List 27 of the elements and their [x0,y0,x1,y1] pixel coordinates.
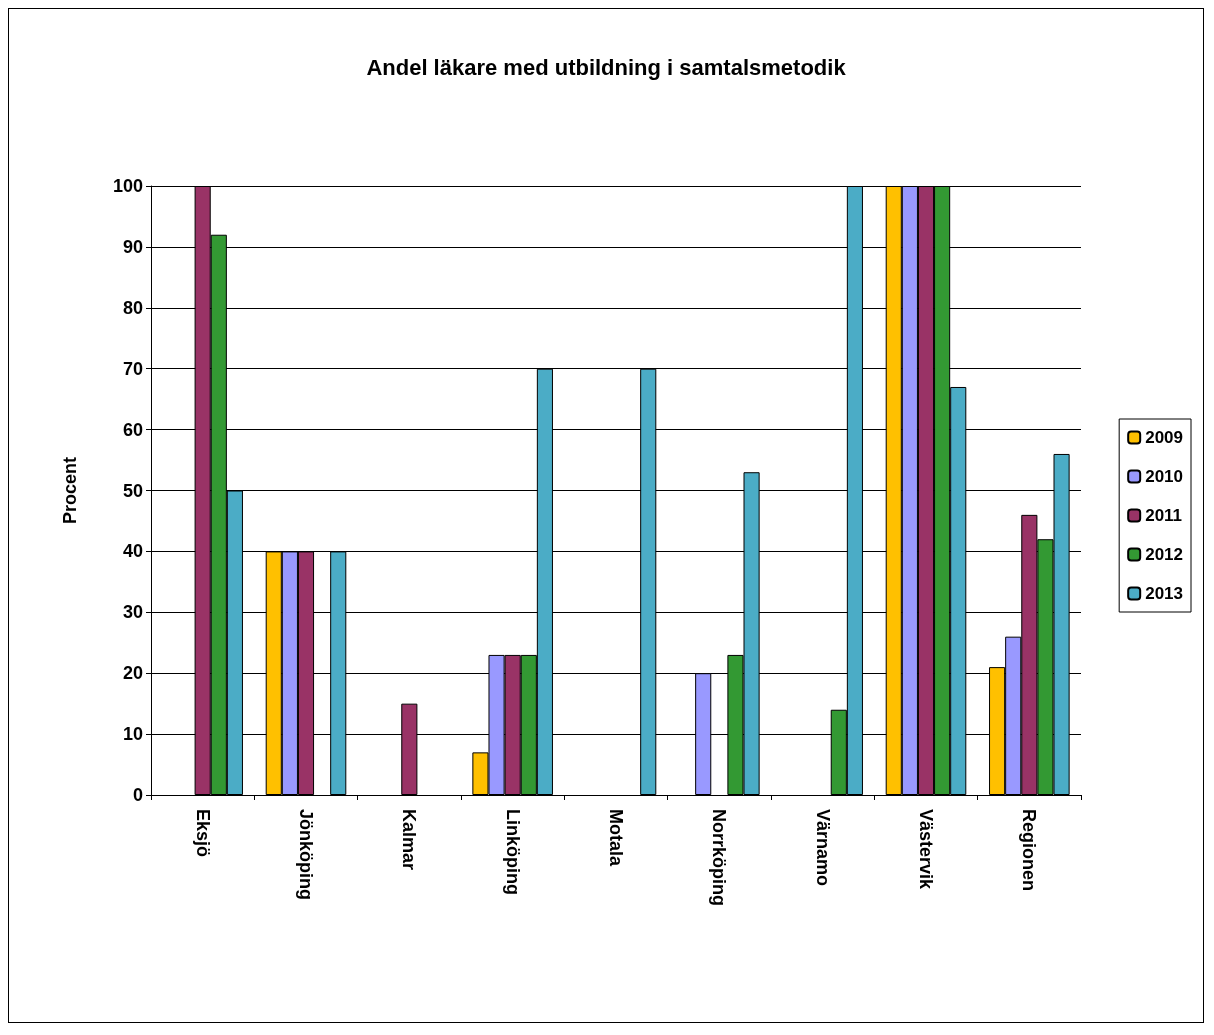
y-tick-label: 60 [122,419,143,440]
y-tick-label: 0 [132,785,143,805]
chart-title: Andel läkare med utbildning i samtalsmetodik [366,54,847,80]
x-tick-label: Regionen [1019,809,1040,892]
y-tick-label: 50 [122,480,143,501]
legend-label: 2011 [1145,506,1183,525]
y-tick-label: 40 [122,541,143,562]
x-tick-label: Värnamo [812,809,833,887]
legend-label: 2013 [1145,584,1184,603]
y-tick-label: 20 [122,663,143,684]
x-tick-label: Västervik [916,809,936,891]
x-tick-label: Linköping [502,809,523,895]
legend-label: 2012 [1145,545,1184,564]
y-tick-label: 100 [112,176,143,196]
x-tick-label: Norrköping [709,809,730,906]
y-tick-label: 70 [122,358,143,379]
y-tick-label: 30 [122,602,143,623]
y-tick-label: 80 [122,297,143,318]
x-tick-label: Kalmar [399,809,420,871]
y-axis-title: Procent [60,456,80,525]
y-tick-label: 90 [122,236,143,257]
y-tick-label: 10 [122,724,143,745]
legend-label: 2009 [1145,428,1184,447]
x-tick-label: Eksjö [192,809,213,858]
x-tick-label: Jönköping [296,809,316,900]
x-tick-label: Motala [606,809,626,867]
legend-label: 2010 [1145,467,1184,486]
